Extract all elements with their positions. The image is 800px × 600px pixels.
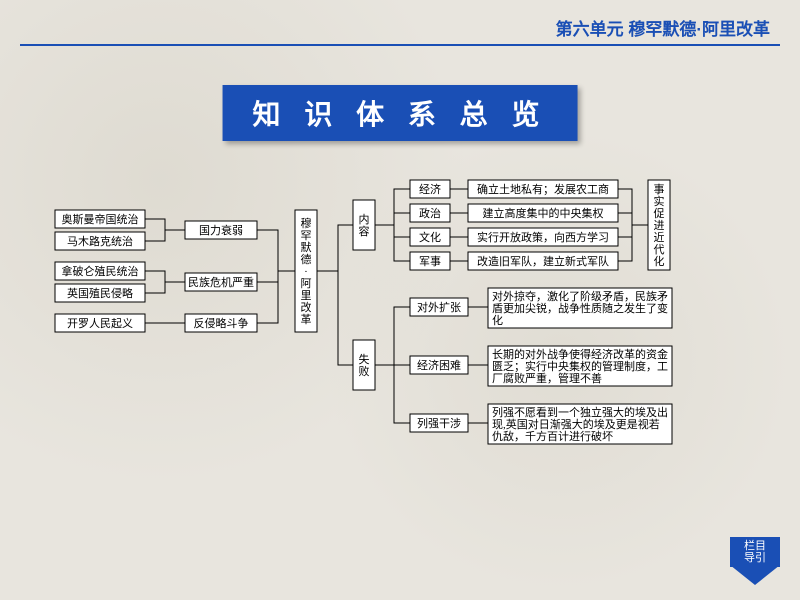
svg-text:实行开放政策，向西方学习: 实行开放政策，向西方学习	[477, 230, 609, 244]
svg-text:经济困难: 经济困难	[417, 358, 461, 372]
svg-text:民族危机严重: 民族危机严重	[188, 275, 254, 289]
nav-button[interactable]: 栏目 导引	[730, 537, 780, 567]
svg-text:代: 代	[654, 243, 665, 256]
svg-text:容: 容	[359, 224, 370, 238]
svg-text:·: ·	[304, 266, 308, 278]
svg-text:革: 革	[301, 312, 312, 326]
svg-text:政治: 政治	[419, 206, 441, 220]
svg-text:败: 败	[359, 364, 370, 378]
svg-text:匮乏；实行中央集权的管理制度，工: 匮乏；实行中央集权的管理制度，工	[492, 359, 668, 373]
svg-text:列强干涉: 列强干涉	[417, 416, 461, 430]
svg-text:促: 促	[654, 206, 665, 220]
header-divider	[20, 44, 780, 46]
svg-text:改: 改	[301, 300, 312, 314]
svg-text:事: 事	[654, 183, 665, 196]
svg-text:厂腐败严重，管理不善: 厂腐败严重，管理不善	[492, 371, 602, 385]
knowledge-diagram: 奥斯曼帝国统治马木路克统治拿破仑殖民统治英国殖民侵略开罗人民起义 国力衰弱民族危机…	[0, 150, 800, 570]
nav-line2: 导引	[730, 552, 780, 564]
svg-text:建立高度集中的中央集权: 建立高度集中的中央集权	[483, 206, 604, 220]
page-title: 知 识 体 系 总 览	[223, 85, 578, 141]
svg-text:失: 失	[359, 353, 370, 366]
svg-text:开罗人民起义: 开罗人民起义	[67, 317, 133, 330]
svg-text:奥斯曼帝国统治: 奥斯曼帝国统治	[62, 212, 139, 226]
svg-text:穆: 穆	[301, 216, 312, 230]
svg-text:文化: 文化	[419, 230, 441, 244]
svg-text:阿: 阿	[301, 277, 312, 290]
svg-text:列强不愿看到一个独立强大的埃及出: 列强不愿看到一个独立强大的埃及出	[492, 405, 668, 419]
svg-text:罕: 罕	[301, 230, 312, 242]
svg-text:确立土地私有；发展农工商: 确立土地私有；发展农工商	[477, 182, 609, 196]
nav-flag-icon	[730, 565, 780, 585]
svg-text:长期的对外战争使得经济改革的资金: 长期的对外战争使得经济改革的资金	[492, 347, 668, 361]
svg-text:进: 进	[654, 219, 665, 232]
nav-line1: 栏目	[730, 540, 780, 552]
svg-text:经济: 经济	[419, 182, 441, 196]
svg-text:反侵略斗争: 反侵略斗争	[194, 316, 249, 330]
svg-text:对外扩张: 对外扩张	[417, 300, 461, 314]
svg-text:军事: 军事	[419, 255, 441, 268]
svg-text:化: 化	[492, 313, 503, 327]
svg-text:德: 德	[301, 252, 312, 266]
unit-title: 第六单元 穆罕默德·阿里改革	[20, 15, 780, 40]
svg-text:默: 默	[301, 241, 312, 254]
svg-text:对外掠夺，激化了阶级矛盾，民族矛: 对外掠夺，激化了阶级矛盾，民族矛	[492, 289, 668, 303]
svg-text:内: 内	[359, 212, 370, 226]
svg-text:国力衰弱: 国力衰弱	[199, 223, 243, 237]
svg-text:盾更加尖锐，战争性质随之发生了变: 盾更加尖锐，战争性质随之发生了变	[492, 301, 668, 315]
svg-text:化: 化	[654, 254, 665, 268]
svg-text:改造旧军队，建立新式军队: 改造旧军队，建立新式军队	[477, 254, 609, 268]
svg-text:近: 近	[654, 231, 665, 244]
svg-text:实: 实	[654, 194, 665, 208]
svg-text:现,英国对日渐强大的埃及更是视若: 现,英国对日渐强大的埃及更是视若	[492, 417, 660, 431]
svg-text:马木路克统治: 马木路克统治	[67, 234, 133, 248]
svg-text:英国殖民侵略: 英国殖民侵略	[67, 286, 133, 300]
svg-text:拿破仑殖民统治: 拿破仑殖民统治	[62, 264, 139, 278]
svg-text:里: 里	[301, 289, 312, 302]
svg-text:仇敌，千方百计进行破坏: 仇敌，千方百计进行破坏	[492, 429, 613, 443]
